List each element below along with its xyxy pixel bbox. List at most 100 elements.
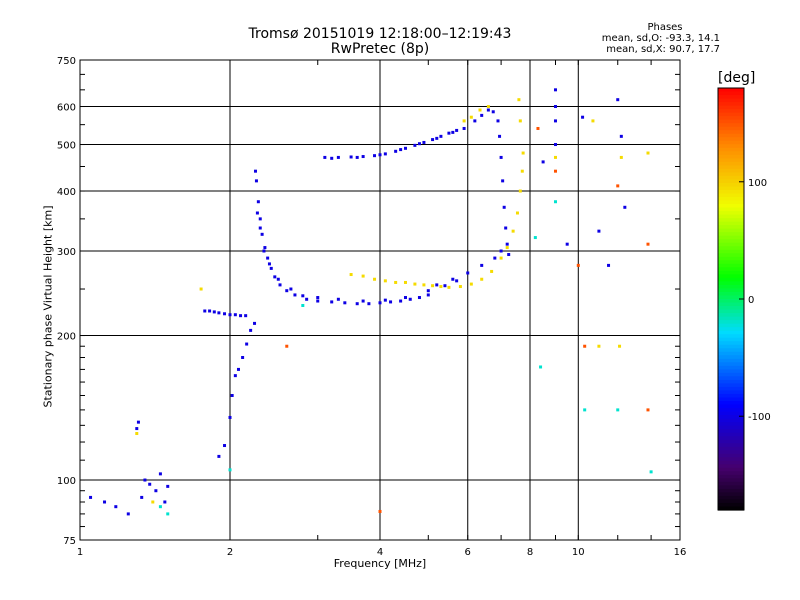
data-point bbox=[330, 156, 334, 160]
data-point bbox=[521, 151, 525, 155]
colorbar-band bbox=[718, 126, 744, 131]
data-point bbox=[619, 155, 623, 159]
colorbar-band bbox=[718, 425, 744, 430]
data-point bbox=[553, 143, 557, 147]
colorbar-band bbox=[718, 408, 744, 413]
data-point bbox=[426, 289, 430, 293]
colorbar-band bbox=[718, 323, 744, 328]
grid-lines bbox=[79, 59, 681, 541]
data-point bbox=[236, 367, 240, 371]
data-point bbox=[591, 119, 595, 123]
data-point bbox=[616, 184, 620, 188]
data-point bbox=[399, 299, 403, 303]
data-point bbox=[417, 296, 421, 300]
y-tick-label: 75 bbox=[63, 536, 76, 547]
colorbar-band bbox=[718, 267, 744, 272]
colorbar-band bbox=[718, 193, 744, 198]
data-point bbox=[447, 131, 451, 135]
colorbar-band bbox=[718, 112, 744, 117]
data-point bbox=[330, 300, 334, 304]
data-point bbox=[249, 328, 253, 332]
colorbar-band bbox=[718, 365, 744, 370]
data-point bbox=[103, 500, 107, 504]
colorbar-band bbox=[718, 161, 744, 166]
colorbar-tick-label: 100 bbox=[748, 178, 767, 189]
data-point bbox=[336, 155, 340, 159]
colorbar-band bbox=[718, 95, 744, 100]
data-point bbox=[276, 277, 280, 281]
colorbar-band bbox=[718, 168, 744, 173]
data-point bbox=[458, 285, 462, 289]
data-point bbox=[435, 283, 439, 287]
phase-stats-o: mean, sd,O: -93.3, 14.1 bbox=[601, 33, 720, 44]
colorbar-band bbox=[718, 492, 744, 497]
data-point bbox=[520, 169, 524, 173]
data-point bbox=[258, 226, 262, 230]
colorbar-band bbox=[718, 306, 744, 311]
y-tick-label: 400 bbox=[57, 187, 76, 198]
data-point bbox=[431, 284, 435, 288]
data-point bbox=[478, 108, 482, 112]
data-point bbox=[504, 226, 508, 230]
data-point bbox=[267, 262, 271, 266]
data-point bbox=[367, 302, 371, 306]
colorbar-band bbox=[718, 232, 744, 237]
data-point bbox=[114, 505, 118, 509]
colorbar-band bbox=[718, 204, 744, 209]
colorbar-band bbox=[718, 179, 744, 184]
data-point bbox=[349, 155, 353, 159]
data-point bbox=[646, 151, 650, 155]
data-point bbox=[378, 301, 382, 305]
data-point bbox=[293, 293, 297, 297]
data-point bbox=[233, 374, 237, 378]
data-point bbox=[355, 302, 359, 306]
colorbar-band bbox=[718, 281, 744, 286]
data-point bbox=[349, 273, 353, 277]
colorbar-band bbox=[718, 221, 744, 226]
data-point bbox=[217, 311, 221, 315]
colorbar-band bbox=[718, 284, 744, 290]
data-point bbox=[135, 427, 139, 431]
colorbar-band bbox=[718, 299, 744, 304]
colorbar-band bbox=[718, 288, 744, 293]
data-point bbox=[305, 297, 309, 301]
colorbar-band bbox=[718, 270, 744, 275]
colorbar-band bbox=[718, 172, 744, 177]
data-point bbox=[553, 105, 557, 109]
colorbar-band bbox=[718, 144, 744, 149]
data-point bbox=[266, 256, 270, 260]
colorbar-band bbox=[718, 467, 744, 472]
colorbar-band bbox=[718, 123, 744, 128]
colorbar-band bbox=[718, 453, 744, 458]
data-point bbox=[511, 229, 515, 233]
colorbar-band bbox=[718, 351, 744, 356]
colorbar-band bbox=[718, 277, 744, 283]
phase-stats-title: Phases bbox=[647, 22, 683, 33]
data-point bbox=[498, 134, 502, 138]
colorbar-band bbox=[718, 158, 744, 163]
phase-stats: Phases mean, sd,O: -93.3, 14.1 mean, sd,… bbox=[540, 22, 720, 55]
data-point bbox=[455, 128, 459, 132]
data-point bbox=[553, 169, 557, 173]
colorbar-band bbox=[718, 330, 744, 335]
colorbar-band bbox=[718, 88, 744, 93]
colorbar-band bbox=[718, 147, 744, 152]
colorbar-band bbox=[718, 239, 744, 244]
data-point bbox=[466, 271, 470, 275]
data-point bbox=[493, 256, 497, 260]
y-tick-label: 100 bbox=[57, 476, 76, 487]
colorbar-band bbox=[718, 249, 744, 254]
data-point bbox=[486, 105, 490, 109]
data-point bbox=[486, 108, 490, 112]
data-point bbox=[373, 154, 377, 158]
colorbar-band bbox=[718, 429, 744, 434]
data-point bbox=[245, 342, 249, 346]
x-tick-label: 2 bbox=[227, 547, 233, 558]
colorbar-band bbox=[718, 379, 744, 384]
x-tick-label: 8 bbox=[527, 547, 533, 558]
data-point bbox=[439, 285, 443, 289]
data-point bbox=[244, 314, 248, 318]
colorbar-band bbox=[718, 116, 744, 121]
x-tick-label: 4 bbox=[377, 547, 383, 558]
